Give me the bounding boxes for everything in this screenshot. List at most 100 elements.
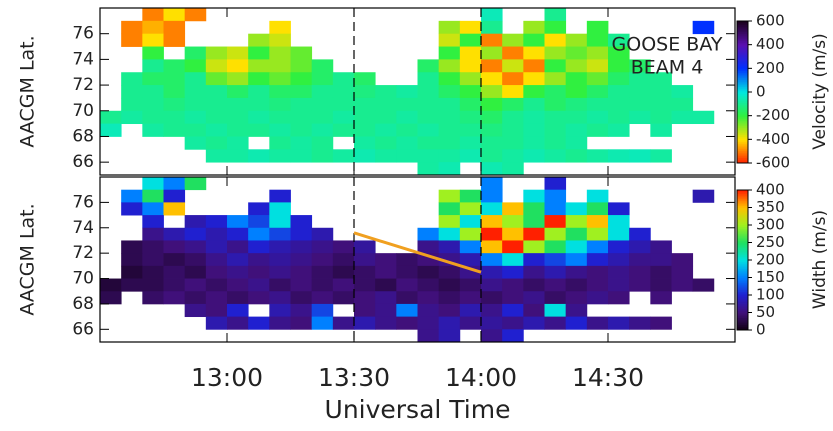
cell [396, 85, 418, 99]
cell [481, 240, 503, 254]
colorbar-strip [737, 296, 748, 299]
cell [248, 72, 270, 86]
colorbar-strip [737, 88, 748, 91]
colorbar-label: Velocity (m/s) [810, 33, 830, 150]
cell [142, 8, 164, 22]
cell [375, 110, 397, 125]
cell [121, 85, 143, 99]
cell [227, 291, 249, 305]
colorbar-strip [737, 86, 748, 89]
colorbar-strip [737, 265, 748, 268]
cell [227, 123, 249, 137]
cell [248, 202, 270, 216]
cell [438, 316, 461, 330]
cell [523, 253, 545, 267]
colorbar-strip [737, 323, 748, 326]
cell [650, 253, 672, 267]
colorbar-strip [737, 99, 748, 102]
cell [438, 20, 461, 35]
cell [375, 97, 397, 112]
cell [354, 265, 376, 279]
cell [269, 253, 291, 267]
colorbar-strip [737, 282, 748, 285]
cell [608, 123, 630, 137]
colorbar-strip [737, 219, 748, 222]
cell [481, 110, 503, 125]
cells [100, 8, 715, 175]
cell [523, 149, 545, 163]
colorbar-strip [737, 56, 748, 59]
colorbar-strip [737, 157, 748, 160]
cell [311, 227, 334, 241]
cell [354, 278, 376, 292]
cell [417, 97, 440, 112]
cell [290, 123, 313, 137]
cell [586, 33, 609, 47]
colorbar-strip [737, 111, 748, 114]
cell [565, 202, 588, 216]
cell [142, 110, 164, 125]
colorbar-strip [737, 95, 748, 98]
colorbar-strip [737, 61, 748, 64]
cell [438, 162, 461, 175]
cell [459, 303, 482, 318]
colorbar-strip [737, 68, 748, 72]
cell [205, 59, 228, 73]
cell [121, 20, 143, 35]
colorbar-strip [737, 132, 748, 135]
cell [311, 278, 334, 292]
cell [459, 202, 482, 216]
cell [481, 136, 503, 150]
colorbar-strip [737, 90, 748, 93]
colorbar-strip [737, 109, 748, 112]
cell [671, 97, 694, 112]
colorbar-strip [737, 267, 748, 270]
cell [100, 110, 122, 125]
cell [544, 227, 567, 241]
cell [184, 240, 207, 254]
colorbar-strip [737, 228, 748, 231]
cell [459, 136, 482, 150]
cell [290, 278, 313, 292]
cell [692, 189, 715, 203]
cell [417, 72, 440, 86]
colorbar-tick-label: 100 [756, 286, 785, 304]
cell [311, 291, 334, 305]
cell [523, 227, 545, 241]
cell [290, 46, 313, 60]
colorbar-strip [737, 251, 748, 254]
cell [269, 97, 291, 112]
cell [269, 227, 291, 241]
cell [269, 123, 291, 137]
cell [650, 149, 672, 163]
cell [608, 72, 630, 86]
colorbar-strip [737, 258, 748, 261]
cell [459, 59, 482, 73]
cell [481, 189, 503, 203]
cell [417, 123, 440, 137]
cell [438, 227, 461, 241]
cell [481, 329, 503, 342]
cell [481, 149, 503, 163]
cell [650, 265, 672, 279]
cell [565, 227, 588, 241]
cell [142, 265, 164, 279]
cell [142, 97, 164, 112]
colorbar-strip [737, 76, 748, 79]
cell [248, 265, 270, 279]
cell [248, 59, 270, 73]
cell [650, 278, 672, 292]
cell [184, 227, 207, 241]
colorbar-strip [737, 253, 748, 256]
cell [417, 240, 440, 254]
colorbar-strip [737, 125, 748, 128]
cell [375, 291, 397, 305]
cell [248, 110, 270, 125]
cell [205, 123, 228, 137]
cell [459, 227, 482, 241]
colorbar-strip [737, 193, 748, 196]
colorbar-strip [737, 83, 748, 86]
cell [629, 110, 651, 125]
colorbar-strip [737, 298, 748, 301]
